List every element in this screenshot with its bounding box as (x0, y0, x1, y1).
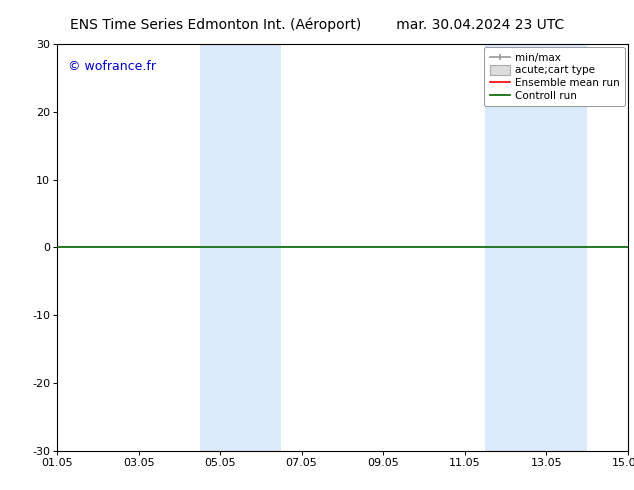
Bar (485, 44, 587, 451)
Bar (200, 44, 281, 451)
Text: ENS Time Series Edmonton Int. (Aéroport)        mar. 30.04.2024 23 UTC: ENS Time Series Edmonton Int. (Aéroport)… (70, 17, 564, 32)
Text: © wofrance.fr: © wofrance.fr (68, 60, 157, 74)
Legend: min/max, acute;cart type, Ensemble mean run, Controll run: min/max, acute;cart type, Ensemble mean … (484, 47, 624, 106)
